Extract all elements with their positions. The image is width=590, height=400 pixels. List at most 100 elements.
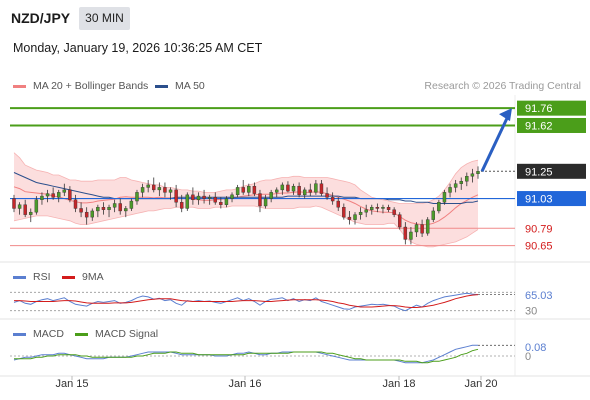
candle-body [219,202,223,205]
candle-body [353,214,357,220]
legend-rsi-ma-label: 9MA [82,271,104,283]
candle-body [152,184,156,191]
legend-ma20: MA 20 + Bollinger Bands [13,80,148,92]
candle-body [230,194,234,199]
resistance-label: 91.76 [525,103,553,115]
legend-macd: MACD [13,328,64,340]
resistance-label-box [517,100,586,116]
candle-body [107,207,111,210]
candle-body [207,197,212,199]
candle-body [258,193,262,207]
candle-body [34,199,39,213]
interval-button[interactable]: 30 MIN [79,7,130,30]
candle-body [90,210,94,218]
candle-body [297,185,301,196]
candle-body [12,198,16,209]
macd-zero-label: 0 [525,351,531,363]
macd-series-line [13,344,478,364]
candle-body [342,207,346,218]
rsi-current-label: 65.03 [525,290,553,302]
support-label: 90.65 [525,241,553,253]
legend-rsi-swatch [13,275,26,279]
candle-body [314,183,318,193]
rsi-series-line [13,292,479,312]
candle-body [381,207,385,209]
legend-macd-swatch [13,332,26,336]
macd-series-line [14,348,479,364]
candle-body [185,194,190,209]
candle-body [146,184,150,188]
candle-body [129,200,134,209]
candle-body [62,189,67,193]
bollinger-band [14,152,478,247]
candle-body [319,183,324,194]
last-price-box [517,163,586,179]
x-tick-label: Jan 18 [382,378,415,390]
candle-body [476,171,480,174]
candle-body [235,187,240,196]
candle-body [29,211,33,215]
candle-body [325,193,329,198]
legend-rsi-ma-swatch [62,275,75,279]
candle-body [241,187,245,193]
last-price-label: 91.25 [525,166,553,178]
x-tick-label: Jan 15 [55,378,88,390]
candle-body [224,198,229,205]
candle-body [23,204,27,215]
candle-body [392,209,396,215]
candle-body [291,185,296,192]
candle-body [442,192,447,203]
macd-current-label: 0.08 [525,342,546,354]
candle-body [302,189,307,196]
candle-body [202,195,206,199]
candle-body [386,207,391,210]
candle-body [398,214,402,228]
chart-header: NZD/JPY 30 MIN Monday, January 19, 2026 … [0,0,590,92]
candle-body [448,187,452,193]
candle-body [135,192,139,202]
candle-body [465,176,469,182]
candle-body [57,192,61,198]
candle-body [101,207,106,210]
candle-body [157,187,162,191]
pivot-label: 91.03 [525,194,553,206]
projection-arrow-head [499,108,512,122]
candle-body [163,187,167,193]
candle-body [45,193,50,197]
candle-body [453,183,458,188]
candle-body [40,195,44,200]
candle-body [252,185,257,194]
candle-body [68,189,72,200]
symbol-title: NZD/JPY [11,10,71,26]
support-label: 90.79 [525,223,553,235]
candle-body [375,207,380,209]
candle-body [140,187,145,193]
legend-ma20-swatch [13,84,26,88]
candle-body [263,198,268,207]
copyright-label: Research © 2026 Trading Central [424,80,581,92]
candle-body [179,202,184,209]
legend-ma20-label: MA 20 + Bollinger Bands [33,80,149,92]
candle-body [347,216,352,220]
candle-body [370,207,374,210]
candle-body [275,189,279,193]
candle-body [459,181,463,184]
datetime-label: Monday, January 19, 2026 10:36:25 AM CET [13,41,263,55]
pivot-label-box [517,191,586,207]
candle-body [79,208,83,213]
candle-body [96,207,100,212]
candle-body [269,192,273,199]
rsi-series-line [14,294,479,308]
candle-body [112,203,117,208]
candle-body [196,195,201,200]
legend-rsi-ma: 9MA [62,271,104,283]
candle-body [437,202,441,212]
candle-body [330,197,335,202]
candle-body [168,189,173,193]
candle-body [73,199,78,209]
candle-body [84,211,89,218]
candle-body [414,224,419,233]
legend-macd-signal: MACD Signal [75,328,158,340]
legend-ma50-label: MA 50 [175,80,205,92]
